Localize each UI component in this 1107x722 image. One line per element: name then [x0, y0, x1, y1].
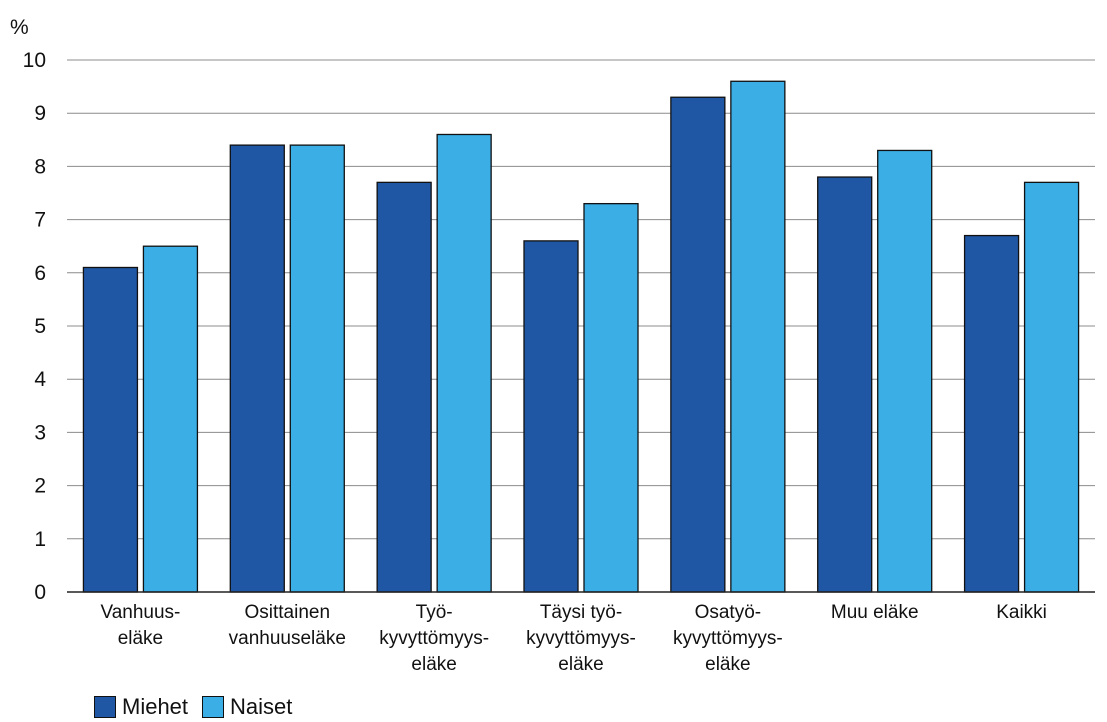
bar-women-4: [730, 80, 786, 593]
y-tick-label: 0: [34, 581, 46, 604]
x-category-label: eläke: [118, 628, 163, 649]
legend-item-men: Miehet: [94, 695, 188, 719]
y-tick-label: 1: [34, 528, 46, 551]
x-category-label: eläke: [705, 654, 750, 675]
bar-chart: % 0 1 2 3 4 5 6 7 8 9 10 Vanhuus-eläke Osittainen va…: [10, 16, 1095, 675]
bar-men-1: [229, 144, 285, 593]
x-category-label: Vanhuus-: [100, 602, 180, 623]
legend-label-women: Naiset: [230, 694, 293, 719]
x-category-label: kyvyttömyys-: [673, 628, 783, 649]
x-category-label: kyvyttömyys-: [379, 628, 489, 649]
bar-women-0: [142, 245, 199, 593]
x-category-labels: Vanhuus-eläke Osittainen vanhuuseläke Työ-k…: [100, 602, 1046, 675]
x-category-label: Kaikki: [996, 602, 1047, 623]
bar-women-3: [583, 202, 639, 593]
y-tick-label: 3: [34, 421, 46, 444]
bar-men-3: [523, 240, 579, 593]
y-tick-labels: 0 1 2 3 4 5 6 7 8 9 10: [23, 49, 47, 604]
legend-swatch-women: [202, 696, 225, 718]
y-tick-label: 7: [34, 209, 46, 232]
bar-men-2: [376, 181, 432, 593]
x-category-label: Muu eläke: [831, 602, 919, 623]
bar-women-1: [289, 144, 345, 593]
x-category-label: Työ-: [416, 602, 453, 623]
bar-men-5: [817, 176, 873, 593]
x-category-label: Osatyö-: [695, 602, 762, 623]
legend-swatch-men: [94, 696, 116, 718]
bar-men-0: [82, 266, 139, 593]
y-tick-label: 8: [34, 155, 46, 178]
bar-women-6: [1023, 181, 1080, 593]
legend: Miehet Naiset: [94, 695, 306, 719]
y-tick-label: 10: [23, 49, 46, 72]
x-category-label: eläke: [411, 654, 456, 675]
x-category-label: eläke: [558, 654, 603, 675]
bar-women-5: [877, 149, 933, 593]
bar-women-2: [436, 133, 492, 593]
x-category-label: vanhuuseläke: [229, 628, 346, 649]
y-tick-label: 5: [34, 315, 46, 338]
x-category-label: Täysi työ-: [540, 602, 622, 623]
y-unit-label: %: [10, 16, 29, 39]
legend-label-men: Miehet: [122, 694, 189, 719]
bar-men-6: [963, 234, 1020, 593]
y-tick-label: 6: [34, 262, 46, 285]
bar-men-4: [670, 96, 726, 593]
bars: [82, 80, 1080, 593]
y-tick-label: 4: [34, 368, 46, 391]
legend-item-women: Naiset: [202, 695, 292, 719]
x-category-label: Osittainen: [245, 602, 331, 623]
gridlines: [67, 59, 1095, 540]
y-tick-label: 2: [34, 475, 46, 498]
x-category-label: kyvyttömyys-: [526, 628, 636, 649]
y-tick-label: 9: [34, 102, 46, 125]
